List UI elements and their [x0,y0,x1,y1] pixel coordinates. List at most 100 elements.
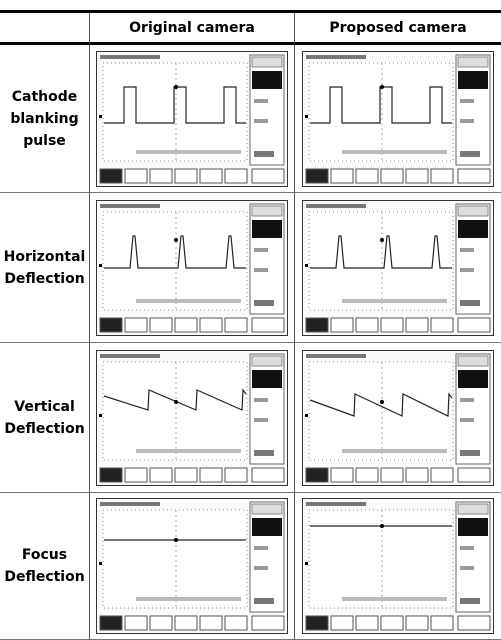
row-label: Focus Deflection [0,493,90,640]
scope-menu-selected [252,220,282,238]
scope-menu-title [252,206,282,216]
scope-softkey [125,468,147,482]
scope-origin-marker [305,115,308,118]
oscilloscope-screen [96,350,288,486]
scope-softkey [356,318,378,332]
scope-menu-selected [458,71,488,89]
scope-header-strip [306,354,366,358]
scope-plot [103,362,247,460]
scope-softkey [200,468,222,482]
scope-softkey [100,616,122,630]
row-label: Horizontal Deflection [0,193,90,343]
scope-header-strip [306,204,366,208]
scope-menu-selected [458,518,488,536]
scope-origin-marker [99,115,102,118]
scope-softkey [356,616,378,630]
scope-softkey [175,468,197,482]
scope-menu-item [460,300,480,306]
scope-cursor [380,400,384,404]
scope-origin-marker [305,562,308,565]
oscilloscope-screen [302,51,494,187]
scope-header-strip [306,55,366,59]
scope-cell [90,193,295,343]
scope-menu-item [254,268,268,272]
scope-cursor [174,400,178,404]
scope-softkey [125,318,147,332]
scope-softkey [150,169,172,183]
scope-softkey [306,169,328,183]
scope-menu-title [252,504,282,514]
scope-softkey [252,468,284,482]
scope-readout [342,150,447,154]
scope-softkey [458,468,490,482]
scope-softkey [252,318,284,332]
scope-softkey [200,616,222,630]
scope-cursor [380,238,384,242]
scope-origin-marker [99,562,102,565]
scope-menu-item [254,300,274,306]
scope-softkey [458,616,490,630]
scope-readout [342,597,447,601]
scope-softkey [306,616,328,630]
scope-menu-selected [458,220,488,238]
oscilloscope-screen [302,350,494,486]
scope-cell [90,45,295,193]
scope-softkey [331,169,353,183]
scope-softkey [306,318,328,332]
scope-menu-item [254,99,268,103]
scope-menu-selected [458,370,488,388]
scope-menu-selected [252,518,282,536]
scope-menu-item [460,99,474,103]
scope-menu-item [254,598,274,604]
oscilloscope-screen [96,200,288,336]
scope-cursor [174,238,178,242]
scope-menu-item [460,418,474,422]
scope-softkey [381,468,403,482]
scope-origin-marker [305,264,308,267]
scope-readout [342,299,447,303]
scope-menu-title [458,206,488,216]
scope-softkey [431,616,453,630]
scope-plot [309,63,453,161]
scope-softkey [225,468,247,482]
scope-menu-item [254,450,274,456]
scope-softkey [175,616,197,630]
scope-menu-item [254,151,274,157]
scope-origin-marker [99,414,102,417]
scope-softkey [150,318,172,332]
scope-softkey [331,616,353,630]
scope-softkey [431,169,453,183]
scope-softkey [381,169,403,183]
scope-header-strip [306,502,366,506]
scope-cell [90,493,295,640]
scope-cell [295,493,501,640]
scope-cell [295,45,501,193]
scope-softkey [125,169,147,183]
scope-header-strip [100,502,160,506]
scope-plot [309,362,453,460]
scope-menu-item [460,398,474,402]
scope-menu-item [460,566,474,570]
scope-readout [136,299,241,303]
scope-menu-title [458,504,488,514]
scope-softkey [252,616,284,630]
scope-softkey [225,169,247,183]
scope-softkey [356,169,378,183]
scope-plot [103,212,247,310]
scope-softkey [175,318,197,332]
scope-menu-title [252,356,282,366]
scope-header-strip [100,55,160,59]
scope-softkey [225,318,247,332]
scope-cell [90,343,295,493]
scope-softkey [150,468,172,482]
scope-readout [136,449,241,453]
scope-softkey [100,468,122,482]
row-label: Vertical Deflection [0,343,90,493]
scope-softkey [431,318,453,332]
scope-menu-title [458,356,488,366]
comparison-table: Original camera Proposed camera Cathode … [0,10,501,637]
scope-plot [103,510,247,608]
scope-menu-selected [252,370,282,388]
scope-cursor [174,85,178,89]
scope-header-strip [100,204,160,208]
